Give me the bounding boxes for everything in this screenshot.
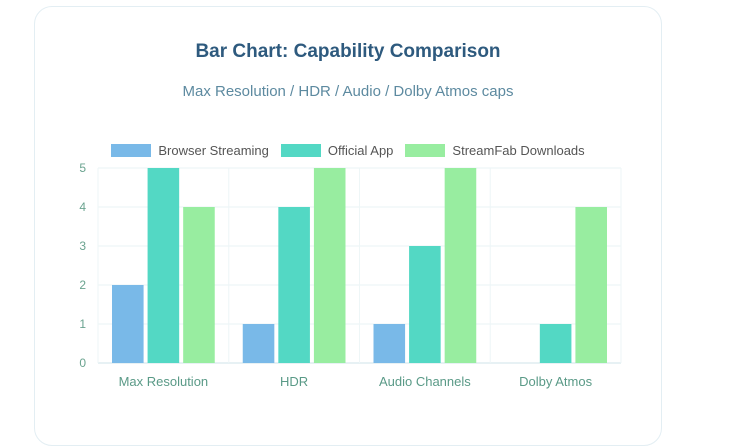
- y-tick-label: 2: [79, 278, 86, 292]
- x-tick-label: Audio Channels: [379, 374, 471, 389]
- chart-subtitle: Max Resolution / HDR / Audio / Dolby Atm…: [182, 83, 514, 100]
- legend-swatch-browser-streaming: [111, 144, 152, 157]
- bar-official-app-audio-channels: [409, 246, 441, 363]
- chart-legend: Browser Streaming Official App StreamFab…: [34, 143, 662, 158]
- x-tick-label: Dolby Atmos: [519, 374, 592, 389]
- bar-streamfab-downloads-hdr: [313, 168, 346, 363]
- y-tick-label: 3: [79, 239, 86, 253]
- y-tick-label: 5: [79, 161, 86, 175]
- bar-browser-streaming-audio-channels: [373, 324, 406, 363]
- bar-streamfab-downloads-max-resolution: [183, 207, 215, 363]
- x-tick-label: Max Resolution: [119, 374, 209, 389]
- bar-official-app-hdr: [278, 207, 310, 363]
- legend-swatch-official-app: [280, 144, 321, 157]
- y-tick-label: 0: [79, 356, 86, 370]
- bar-official-app-max-resolution: [147, 168, 180, 363]
- legend-label-official-app: Official App: [327, 143, 394, 158]
- bar-browser-streaming-hdr: [242, 324, 275, 363]
- chart-title: Bar Chart: Capability Comparison: [195, 41, 501, 62]
- y-tick-label: 1: [79, 317, 86, 331]
- legend-label-browser-streaming: Browser Streaming: [158, 143, 269, 158]
- legend-label-streamfab-downloads: StreamFab Downloads: [452, 143, 585, 158]
- bar-streamfab-downloads-audio-channels: [444, 168, 477, 363]
- bar-chart-plot: 0 1 2 3 4 5 Max Resolution HDR Audio Channels Dol…: [79, 161, 622, 389]
- x-tick-label: HDR: [280, 374, 308, 389]
- bar-browser-streaming-max-resolution: [112, 285, 144, 363]
- bar-streamfab-downloads-dolby-atmos: [575, 207, 607, 363]
- legend-swatch-streamfab-downloads: [405, 144, 446, 157]
- chart-card: [34, 6, 662, 446]
- legend-item-official-app[interactable]: Official App: [280, 143, 394, 158]
- legend-item-streamfab-downloads[interactable]: StreamFab Downloads: [405, 143, 585, 158]
- bar-official-app-dolby-atmos: [539, 324, 572, 363]
- legend-item-browser-streaming[interactable]: Browser Streaming: [111, 143, 269, 158]
- y-tick-label: 4: [79, 200, 86, 214]
